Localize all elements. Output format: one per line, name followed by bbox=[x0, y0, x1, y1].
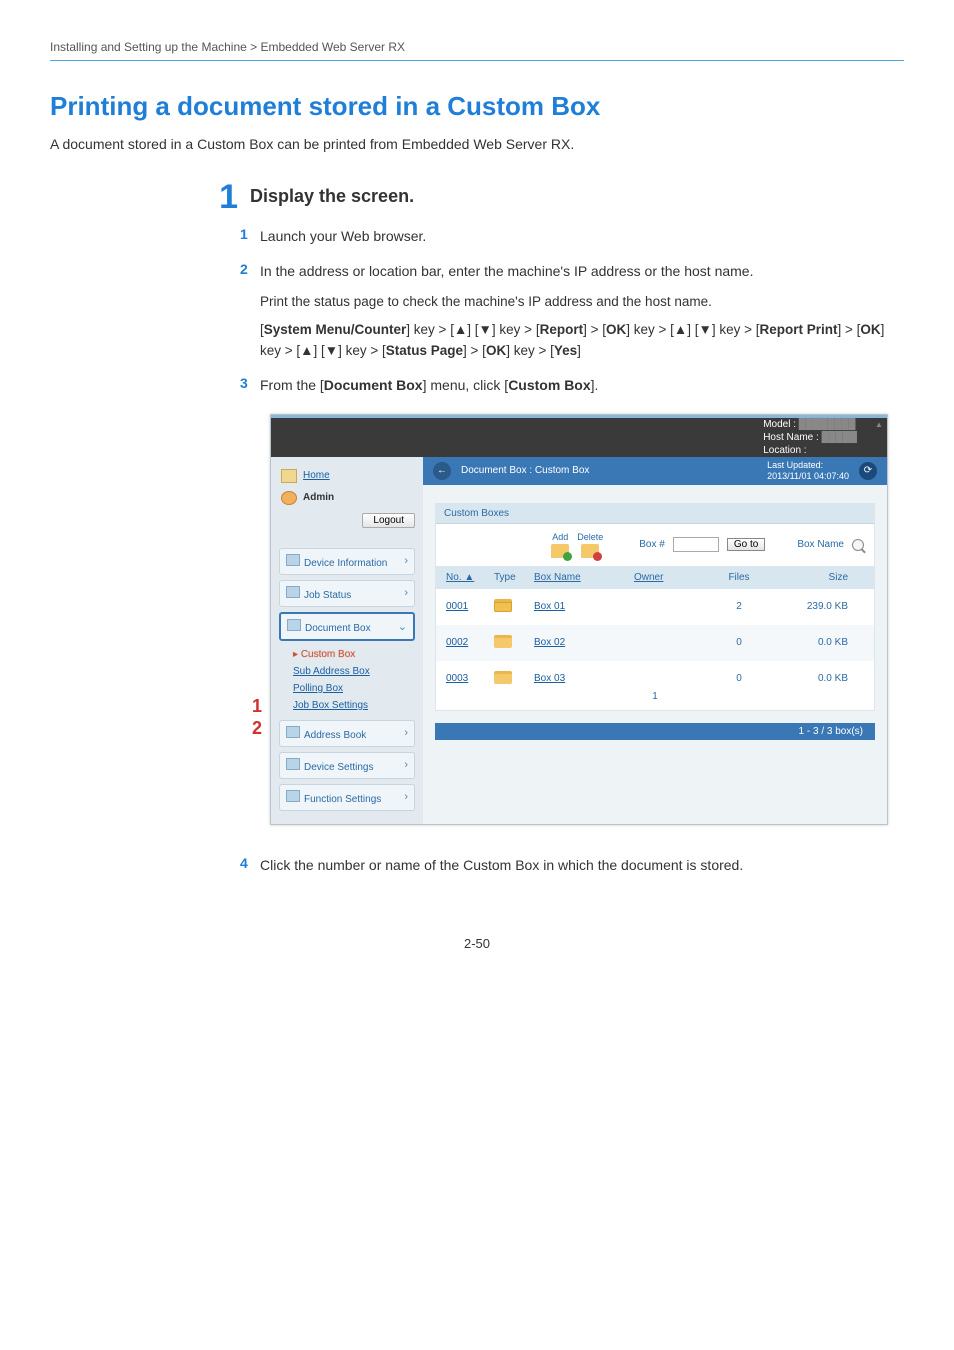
device-settings-icon bbox=[286, 758, 300, 770]
box-number-input[interactable] bbox=[673, 537, 719, 552]
header-rule bbox=[50, 60, 904, 61]
delete-box-button[interactable]: Delete bbox=[577, 532, 603, 558]
box-name-link[interactable]: Box 02 bbox=[534, 637, 634, 648]
col-owner[interactable]: Owner bbox=[634, 572, 704, 583]
chevron-down-icon: ⌄ bbox=[398, 620, 407, 633]
user-icon bbox=[281, 491, 297, 505]
sidebar-item-device-settings[interactable]: Device Settings› bbox=[279, 752, 415, 779]
content-area: ← Document Box : Custom Box Last Updated… bbox=[423, 457, 887, 824]
size-value: 239.0 KB bbox=[774, 601, 864, 612]
sidebar-item-address-book[interactable]: Address Book› bbox=[279, 720, 415, 747]
content-breadcrumb: Document Box : Custom Box bbox=[461, 465, 589, 476]
menu-path: [System Menu/Counter] key > [▲] [▼] key … bbox=[260, 320, 904, 361]
step-heading: Display the screen. bbox=[250, 186, 414, 207]
box-number-link[interactable]: 0003 bbox=[446, 673, 494, 684]
size-value: 0.0 KB bbox=[774, 673, 864, 684]
folder-delete-icon bbox=[581, 544, 599, 558]
folder-add-icon bbox=[551, 544, 569, 558]
sidebar: Home Admin Logout Device Information› Jo… bbox=[271, 457, 423, 824]
chevron-right-icon: › bbox=[404, 587, 408, 599]
substep-number: 2 bbox=[240, 261, 260, 361]
table-row: 0002 Box 02 0 0.0 KB bbox=[436, 625, 874, 661]
job-status-icon bbox=[286, 586, 300, 598]
location-label: Location : bbox=[763, 444, 857, 457]
page-number: 2-50 bbox=[50, 936, 904, 951]
sidebar-item-function-settings[interactable]: Function Settings› bbox=[279, 784, 415, 811]
sidebar-subitem-subaddress[interactable]: Sub Address Box bbox=[293, 666, 370, 677]
screenshot: 1 2 3 Model : ████████ Host Name : █████… bbox=[270, 414, 888, 825]
step-number: 1 bbox=[200, 180, 238, 214]
folder-icon bbox=[494, 635, 512, 648]
logout-button[interactable]: Logout bbox=[362, 513, 415, 528]
sidebar-item-document-box[interactable]: Document Box⌄ bbox=[279, 612, 415, 641]
substep-text: In the address or location bar, enter th… bbox=[260, 261, 904, 361]
search-icon[interactable] bbox=[852, 539, 864, 551]
col-size: Size bbox=[774, 572, 864, 583]
result-count: 1 - 3 / 3 box(s) bbox=[435, 723, 875, 740]
table-row: 0001 Box 01 2 239.0 KB bbox=[436, 589, 874, 625]
last-updated-value: 2013/11/01 04:07:40 bbox=[767, 471, 849, 482]
size-value: 0.0 KB bbox=[774, 637, 864, 648]
scroll-up-icon[interactable]: ▲ bbox=[874, 420, 884, 430]
files-value: 2 bbox=[704, 601, 774, 612]
callout-2: 2 bbox=[252, 718, 262, 739]
custom-boxes-panel: Custom Boxes Add Delete Box # Go to Box … bbox=[435, 503, 875, 711]
breadcrumb: Installing and Setting up the Machine > … bbox=[50, 40, 904, 54]
substep-line: In the address or location bar, enter th… bbox=[260, 263, 753, 279]
back-button[interactable]: ← bbox=[433, 462, 451, 480]
sidebar-item-job-status[interactable]: Job Status› bbox=[279, 580, 415, 607]
table-header: No. ▲ Type Box Name Owner Files Size bbox=[436, 566, 874, 589]
device-info-icon bbox=[286, 554, 300, 566]
sidebar-home-link[interactable]: Home bbox=[303, 470, 330, 481]
goto-button[interactable]: Go to bbox=[727, 538, 765, 551]
address-book-icon bbox=[286, 726, 300, 738]
intro-text: A document stored in a Custom Box can be… bbox=[50, 136, 904, 152]
add-box-button[interactable]: Add bbox=[551, 532, 569, 558]
page-indicator: 1 bbox=[436, 691, 874, 710]
col-no[interactable]: No. ▲ bbox=[446, 572, 494, 583]
model-label: Model : bbox=[763, 419, 796, 430]
box-name-label: Box Name bbox=[797, 539, 844, 550]
reload-button[interactable]: ⟳ bbox=[859, 462, 877, 480]
chevron-right-icon: › bbox=[404, 791, 408, 803]
substep-text: Click the number or name of the Custom B… bbox=[260, 855, 904, 876]
folder-icon bbox=[494, 599, 512, 612]
admin-label: Admin bbox=[303, 492, 334, 503]
function-settings-icon bbox=[286, 790, 300, 802]
col-box-name[interactable]: Box Name bbox=[534, 572, 634, 583]
files-value: 0 bbox=[704, 673, 774, 684]
document-box-icon bbox=[287, 619, 301, 631]
hostname-label: Host Name : bbox=[763, 432, 819, 443]
chevron-right-icon: › bbox=[404, 727, 408, 739]
substep-number: 1 bbox=[240, 226, 260, 247]
home-icon bbox=[281, 469, 297, 483]
page-title: Printing a document stored in a Custom B… bbox=[50, 91, 904, 122]
chevron-right-icon: › bbox=[404, 759, 408, 771]
substep-note: Print the status page to check the machi… bbox=[260, 292, 904, 312]
panel-title: Custom Boxes bbox=[436, 504, 874, 524]
last-updated-label: Last Updated: bbox=[767, 460, 849, 471]
folder-icon bbox=[494, 671, 512, 684]
sidebar-subitem-custom-box[interactable]: ▸ Custom Box bbox=[279, 646, 415, 663]
substep-text: From the [Document Box] menu, click [Cus… bbox=[260, 375, 904, 396]
sidebar-item-device-info[interactable]: Device Information› bbox=[279, 548, 415, 575]
chevron-right-icon: › bbox=[404, 555, 408, 567]
col-type: Type bbox=[494, 572, 534, 583]
substep-number: 4 bbox=[240, 855, 260, 876]
substep-text: Launch your Web browser. bbox=[260, 226, 904, 247]
box-name-link[interactable]: Box 03 bbox=[534, 673, 634, 684]
box-number-link[interactable]: 0002 bbox=[446, 637, 494, 648]
sidebar-subitem-jobbox-settings[interactable]: Job Box Settings bbox=[293, 700, 368, 711]
box-name-link[interactable]: Box 01 bbox=[534, 601, 634, 612]
box-number-label: Box # bbox=[639, 539, 665, 550]
window-topbar: Model : ████████ Host Name : █████ Locat… bbox=[271, 415, 887, 457]
sidebar-subitem-polling[interactable]: Polling Box bbox=[293, 683, 343, 694]
files-value: 0 bbox=[704, 637, 774, 648]
box-number-link[interactable]: 0001 bbox=[446, 601, 494, 612]
substep-number: 3 bbox=[240, 375, 260, 396]
callout-1: 1 bbox=[252, 696, 262, 717]
col-files: Files bbox=[704, 572, 774, 583]
